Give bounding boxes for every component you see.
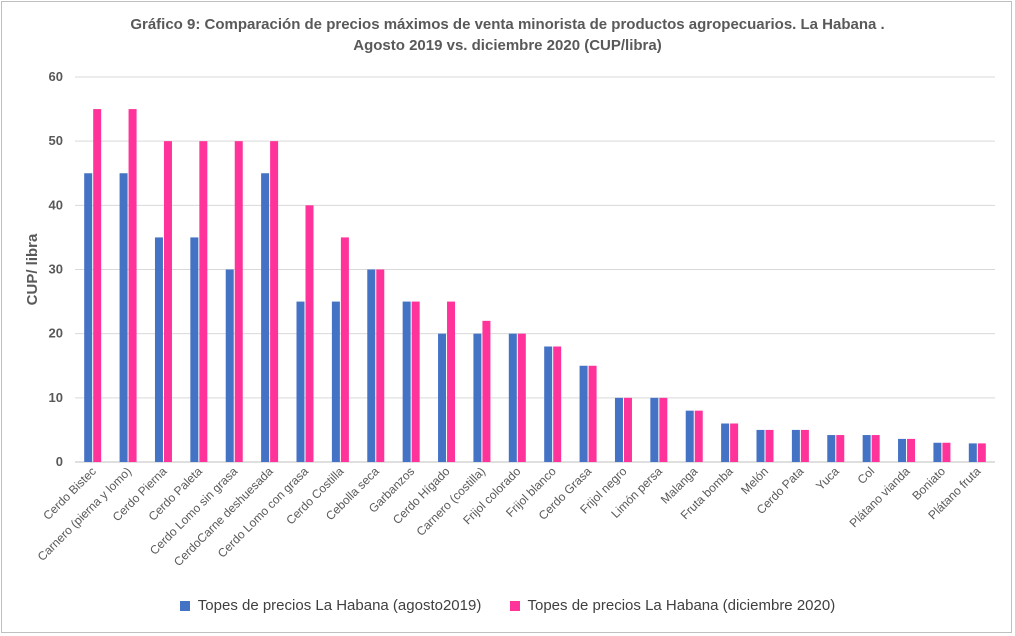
x-tick-label: Melón	[738, 464, 771, 497]
bar-series-1	[650, 397, 659, 462]
bar-series-1	[438, 333, 447, 462]
bar-series-1	[862, 435, 871, 462]
bar-series-2	[447, 301, 456, 462]
bar-series-1	[579, 365, 588, 462]
y-tick-label: 0	[56, 454, 63, 469]
y-tick-label: 60	[49, 69, 63, 84]
bar-series-1	[721, 423, 730, 462]
y-axis-label: CUP/ libra	[24, 233, 41, 305]
bar-series-2	[942, 442, 951, 462]
bar-series-1	[367, 269, 376, 462]
bar-series-1	[225, 269, 234, 462]
bar-series-1	[154, 237, 163, 462]
bar-series-1	[756, 429, 765, 462]
legend-swatch-series-1	[179, 600, 190, 611]
bar-series-2	[163, 141, 172, 462]
bar-series-2	[588, 365, 597, 462]
bar-series-2	[871, 435, 880, 462]
legend-label-series-1: Topes de precios La Habana (agosto2019)	[197, 597, 482, 614]
bar-series-2	[305, 205, 314, 463]
legend-swatch-series-2	[509, 600, 520, 611]
chart-title-line-2: Agosto 2019 vs. diciembre 2020 (CUP/libr…	[353, 37, 662, 54]
bar-series-1	[614, 397, 623, 462]
bar-series-1	[544, 346, 553, 462]
bar-series-2	[128, 109, 137, 462]
legend-item-series-2: Topes de precios La Habana (diciembre 20…	[509, 597, 836, 614]
legend-label-series-2: Topes de precios La Habana (diciembre 20…	[527, 597, 836, 614]
bar-series-1	[508, 333, 517, 462]
bar-series-2	[800, 429, 809, 462]
bar-series-2	[376, 269, 385, 462]
bar-series-1	[190, 237, 199, 462]
x-tick-label: Yuca	[813, 464, 842, 493]
bar-series-2	[93, 109, 102, 462]
bar-series-1	[827, 435, 836, 462]
bar-series-2	[907, 438, 916, 462]
bar-series-2	[411, 301, 420, 462]
bar-series-1	[473, 333, 482, 462]
bar-series-1	[296, 301, 305, 462]
bar-series-1	[331, 301, 340, 462]
legend-item-series-1: Topes de precios La Habana (agosto2019)	[179, 597, 482, 614]
bar-series-1	[685, 410, 694, 462]
bar-series-2	[482, 320, 491, 462]
bar-series-2	[517, 333, 526, 462]
bar-series-2	[659, 397, 668, 462]
bar-series-1	[791, 429, 800, 462]
bar-series-2	[270, 141, 279, 462]
bar-series-1	[261, 173, 270, 462]
bar-series-2	[765, 429, 774, 462]
bar-series-1	[968, 443, 977, 462]
bar-series-2	[553, 346, 562, 462]
x-tick-label: Col	[855, 464, 878, 487]
chart-title-line-1: Gráfico 9: Comparación de precios máximo…	[130, 16, 885, 33]
y-tick-label: 40	[49, 197, 63, 212]
bar-series-1	[119, 173, 128, 462]
bar-series-2	[730, 423, 739, 462]
y-tick-label: 20	[49, 326, 63, 341]
bar-series-2	[340, 237, 349, 462]
chart-title: Gráfico 9: Comparación de precios máximo…	[0, 14, 1015, 56]
bar-series-1	[402, 301, 411, 462]
bar-series-2	[199, 141, 208, 462]
y-tick-label: 50	[49, 133, 63, 148]
bar-series-2	[234, 141, 243, 462]
bar-series-2	[623, 397, 632, 462]
bar-series-2	[836, 435, 845, 462]
bar-series-1	[898, 438, 907, 462]
bar-series-1	[84, 173, 93, 462]
legend: Topes de precios La Habana (agosto2019) …	[0, 597, 1015, 615]
bar-series-2	[977, 443, 986, 462]
bar-series-2	[694, 410, 703, 462]
bar-series-1	[933, 442, 942, 462]
y-tick-label: 10	[49, 390, 63, 405]
y-tick-label: 30	[49, 262, 63, 277]
